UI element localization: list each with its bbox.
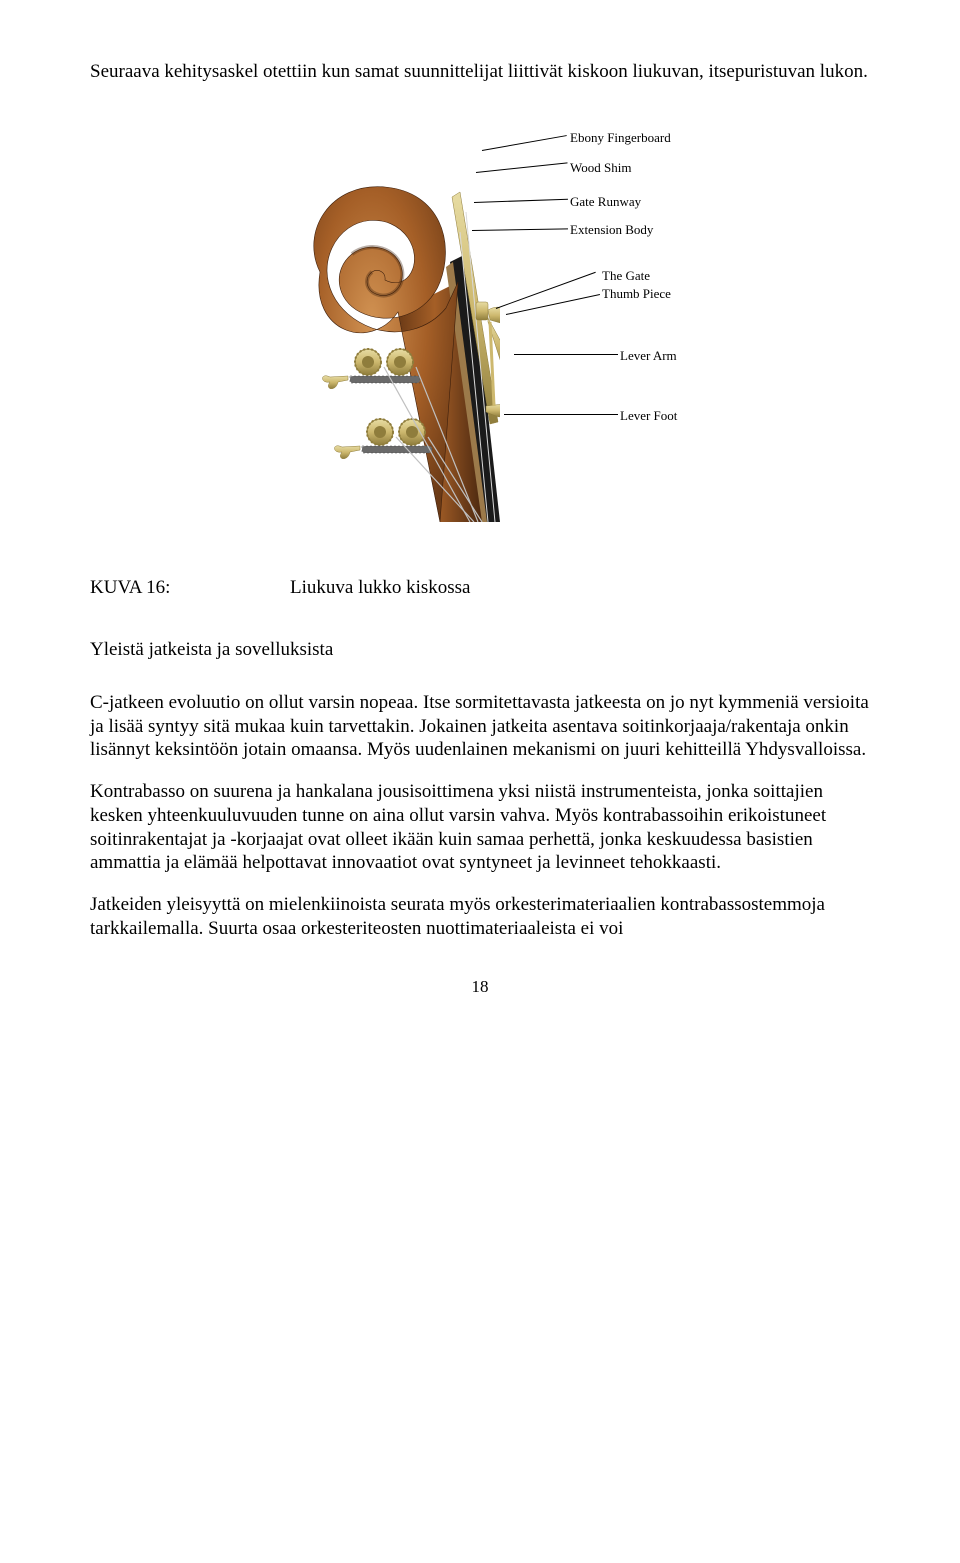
intro-paragraph: Seuraava kehitysaskel otettiin kun samat… — [90, 60, 870, 84]
figure-container: Ebony Fingerboard Wood Shim Gate Runway … — [90, 102, 870, 547]
label-gate-runway: Gate Runway — [570, 194, 641, 210]
leader-line — [506, 294, 600, 315]
body-paragraph-3: Jatkeiden yleisyyttä on mielenkiinoista … — [90, 893, 870, 941]
label-wood-shim: Wood Shim — [570, 160, 631, 176]
body-paragraph-1: C-jatkeen evoluutio on ollut varsin nope… — [90, 691, 870, 762]
label-the-gate: The Gate — [602, 268, 650, 284]
caption-text: Liukuva lukko kiskossa — [290, 577, 471, 599]
label-ebony-fingerboard: Ebony Fingerboard — [570, 130, 671, 146]
label-thumb-piece: Thumb Piece — [602, 286, 671, 302]
label-lever-arm: Lever Arm — [620, 348, 677, 364]
scroll-svg — [290, 152, 500, 522]
instrument-illustration — [290, 152, 500, 522]
section-title: Yleistä jatkeista ja sovelluksista — [90, 639, 870, 661]
leader-line — [496, 272, 596, 309]
label-extension-body: Extension Body — [570, 222, 653, 238]
leader-line — [514, 354, 618, 355]
caption-key: KUVA 16: — [90, 577, 290, 599]
leader-line — [504, 414, 618, 415]
label-lever-foot: Lever Foot — [620, 408, 677, 424]
figure: Ebony Fingerboard Wood Shim Gate Runway … — [250, 102, 710, 547]
body-paragraph-2: Kontrabasso on suurena ja hankalana jous… — [90, 780, 870, 875]
figure-caption: KUVA 16: Liukuva lukko kiskossa — [90, 577, 870, 599]
document-page: Seuraava kehitysaskel otettiin kun samat… — [0, 0, 960, 1037]
leader-line — [482, 135, 567, 151]
page-number: 18 — [90, 977, 870, 997]
